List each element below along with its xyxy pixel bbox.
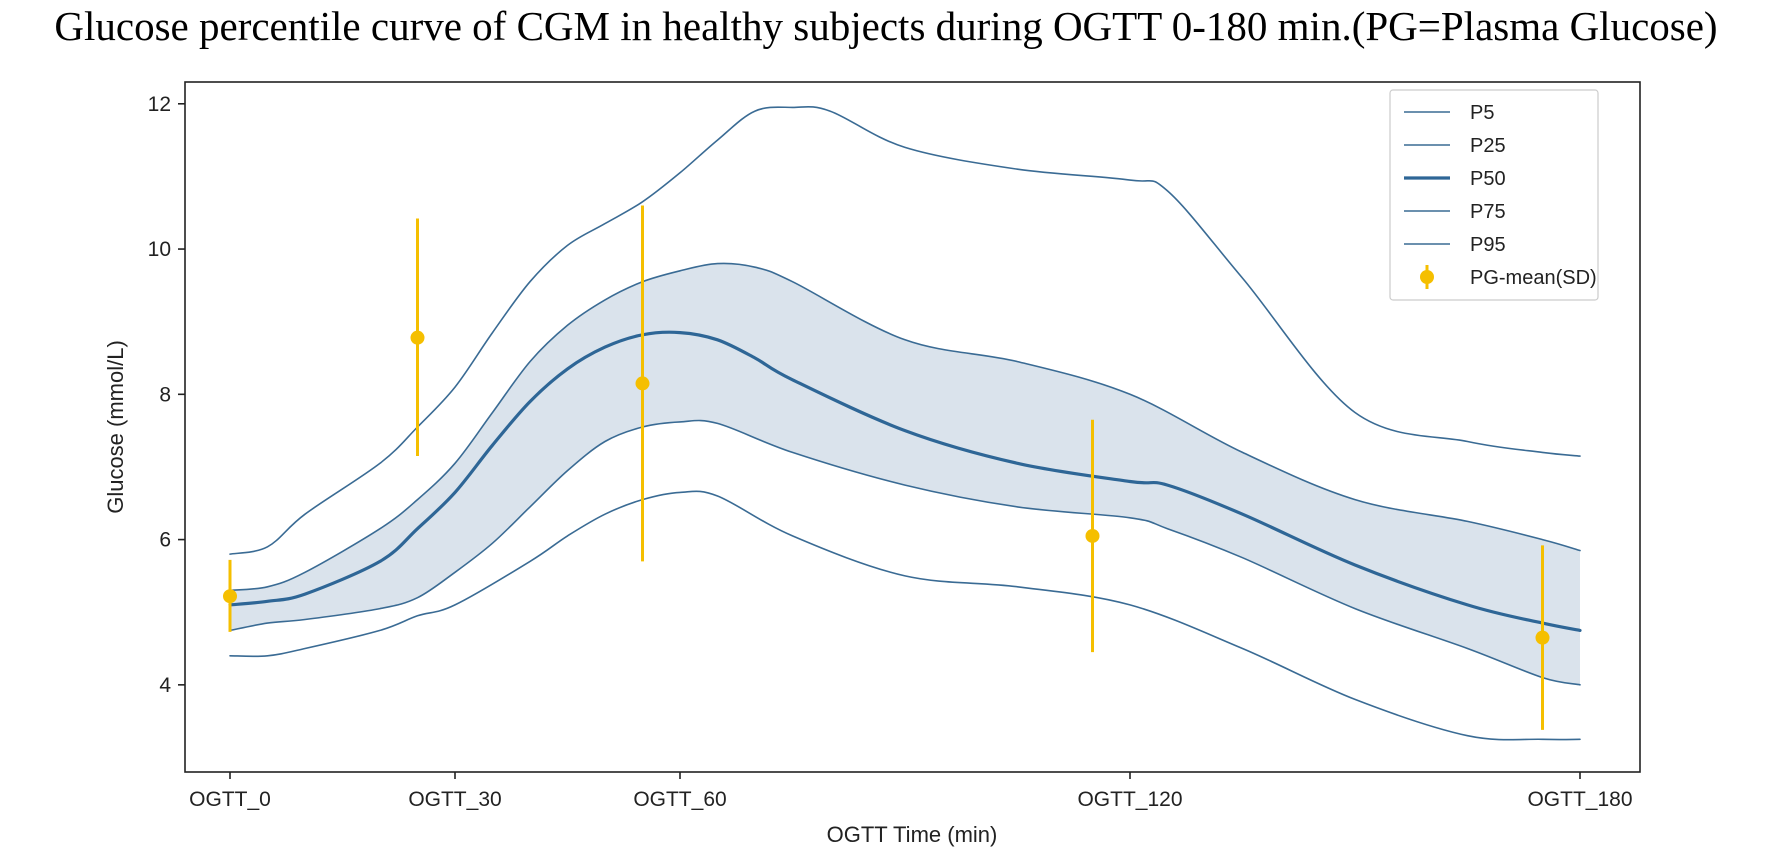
legend-item-p95: P95	[1404, 234, 1506, 256]
pg-mean-marker	[1085, 528, 1100, 543]
series-line-p95	[229, 105, 1581, 555]
legend-box	[1389, 89, 1599, 301]
pg-mean-point-1	[410, 218, 425, 457]
series-line-p5	[229, 490, 1581, 741]
pg-mean-point-0	[223, 559, 237, 632]
legend-label: P75	[1470, 201, 1506, 223]
x-axis-label: OGTT Time (min)	[827, 822, 998, 847]
x-tick-label: OGTT_30	[408, 788, 501, 811]
pg-mean-marker	[223, 589, 237, 604]
pg-mean-marker	[635, 376, 650, 391]
x-tick-label: OGTT_180	[1527, 788, 1632, 811]
y-tick-label: 8	[159, 383, 171, 406]
series-line-p75	[229, 262, 1581, 592]
y-tick-label: 12	[148, 93, 171, 116]
legend: P5 P25 P50 P75 P95 PG-mean(SD)	[1389, 89, 1599, 301]
plot-frame	[184, 81, 1641, 773]
series-line-p25	[229, 419, 1581, 686]
pg-mean-point-4	[1535, 545, 1550, 730]
x-tick-label: OGTT_60	[633, 788, 726, 811]
pg-mean-point-3	[1085, 419, 1100, 653]
series-line-p50	[228, 330, 1582, 632]
legend-swatch-marker	[1420, 270, 1434, 284]
y-axis-label: Glucose (mmol/L)	[103, 340, 128, 514]
legend-item-p25: P25	[1404, 135, 1506, 157]
legend-item-p5: P5	[1404, 102, 1494, 124]
legend-label: P50	[1470, 168, 1506, 190]
legend-label: PG-mean(SD)	[1470, 267, 1597, 289]
legend-item-p75: P75	[1404, 201, 1506, 223]
x-tick-label: OGTT_120	[1077, 788, 1182, 811]
legend-item-pg-mean: PG-mean(SD)	[1420, 265, 1597, 289]
y-tick-label: 4	[159, 674, 171, 697]
y-tick-label: 10	[148, 238, 171, 261]
legend-item-p50: P50	[1404, 168, 1506, 190]
x-tick-label: OGTT_0	[189, 788, 271, 811]
legend-label: P25	[1470, 135, 1506, 157]
legend-label: P5	[1470, 102, 1494, 124]
p25-p75-band	[230, 263, 1580, 685]
pg-mean-point-2	[635, 205, 650, 562]
pg-mean-marker	[1535, 630, 1550, 645]
legend-label: P95	[1470, 234, 1506, 256]
pg-mean-marker	[410, 330, 425, 345]
y-tick-label: 6	[159, 529, 171, 552]
chart-title: Glucose percentile curve of CGM in healt…	[54, 3, 1718, 49]
